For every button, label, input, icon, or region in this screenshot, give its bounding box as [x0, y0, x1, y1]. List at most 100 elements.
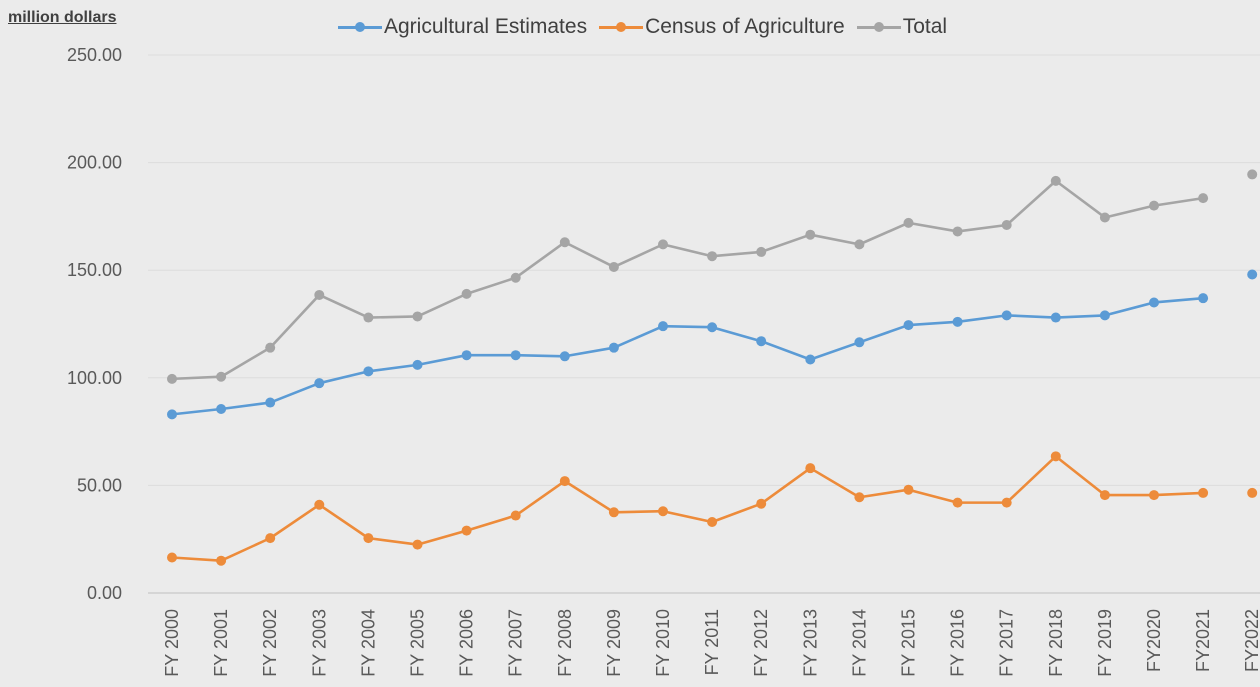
data-point — [1198, 293, 1209, 304]
legend-label-total: Total — [902, 15, 948, 38]
y-tick-label: 100.00 — [67, 368, 122, 388]
data-point — [1198, 487, 1209, 498]
data-point — [314, 378, 325, 389]
data-point — [412, 539, 423, 550]
data-point — [756, 336, 767, 347]
data-point — [1001, 497, 1012, 508]
data-point — [1050, 312, 1061, 323]
data-point — [952, 497, 963, 508]
data-point — [216, 371, 227, 382]
data-point — [756, 498, 767, 509]
legend-label-census-of-agriculture: Census of Agriculture — [645, 15, 845, 38]
data-point — [1149, 490, 1159, 501]
data-point — [658, 506, 668, 517]
data-point — [1247, 487, 1258, 498]
data-point — [412, 311, 423, 322]
x-tick-label: FY 2019 — [1095, 609, 1115, 677]
data-point — [461, 525, 472, 536]
data-point — [1050, 451, 1061, 462]
y-tick-label: 50.00 — [77, 475, 122, 495]
series-lines — [171, 179, 1204, 563]
series-line-1 — [171, 455, 1204, 563]
x-tick-label: FY 2010 — [653, 609, 673, 677]
x-tick-label: FY2022 — [1242, 609, 1260, 672]
data-point — [658, 321, 668, 332]
y-tick-label: 200.00 — [67, 153, 122, 173]
data-point — [461, 350, 472, 361]
data-point — [363, 533, 374, 544]
x-tick-label: FY 2000 — [162, 609, 182, 677]
data-point — [216, 404, 227, 415]
y-tick-label: 250.00 — [67, 45, 122, 65]
x-tick-label: FY 2017 — [997, 609, 1017, 677]
data-point — [854, 492, 865, 503]
data-point — [903, 320, 914, 331]
series-line-2 — [171, 179, 1204, 381]
data-point — [412, 359, 423, 370]
x-tick-label: FY 2006 — [457, 609, 477, 677]
data-point — [167, 373, 177, 384]
data-point — [1099, 490, 1110, 501]
legend: Agricultural Estimates Census of Agricul… — [338, 15, 947, 39]
x-tick-label: FY 2003 — [309, 609, 329, 677]
x-tick-label: FY 2008 — [555, 609, 575, 677]
x-tick-label: FY 2016 — [948, 609, 968, 677]
y-axis: 0.00 50.00 100.00 150.00 200.00 250.00 — [67, 45, 122, 603]
legend-label-agricultural-estimates: Agricultural Estimates — [384, 15, 588, 38]
data-point — [1247, 169, 1258, 180]
data-point — [805, 463, 816, 474]
data-point — [314, 499, 325, 510]
data-point — [1001, 220, 1012, 231]
data-point — [559, 351, 570, 362]
x-tick-label: FY2021 — [1193, 609, 1213, 672]
series-points — [167, 169, 1258, 566]
data-point — [1099, 212, 1110, 223]
data-point — [1001, 310, 1012, 321]
data-point — [805, 354, 816, 365]
data-point — [265, 533, 276, 544]
data-point — [559, 476, 570, 487]
data-point — [756, 246, 767, 257]
x-tick-label: FY 2007 — [506, 609, 526, 677]
y-tick-label: 0.00 — [87, 583, 122, 603]
data-point — [461, 288, 472, 299]
data-point — [1099, 310, 1110, 321]
data-point — [903, 484, 914, 495]
data-point — [903, 217, 914, 228]
x-tick-label: FY 2013 — [800, 609, 820, 677]
data-point — [952, 226, 963, 237]
legend-marker-census-of-agriculture — [599, 20, 644, 34]
data-point — [314, 289, 325, 300]
data-point — [952, 316, 963, 327]
data-point — [854, 337, 865, 348]
data-point — [658, 239, 668, 250]
gridlines — [148, 54, 1260, 594]
x-tick-label: FY 2015 — [899, 609, 919, 677]
data-point — [363, 312, 374, 323]
data-point — [608, 261, 619, 272]
data-point — [216, 555, 227, 566]
x-tick-label: FY 2004 — [358, 609, 378, 677]
data-point — [608, 507, 619, 518]
data-point — [510, 350, 521, 361]
legend-item-total: Total — [856, 15, 948, 39]
y-axis-unit-label: million dollars — [8, 9, 117, 26]
x-tick-label: FY 2001 — [211, 609, 231, 677]
data-point — [854, 239, 865, 250]
legend-marker-agricultural-estimates — [338, 20, 382, 34]
data-point — [167, 552, 177, 563]
data-point — [1247, 269, 1258, 280]
data-point — [510, 272, 521, 283]
data-point — [1149, 200, 1159, 211]
data-point — [1198, 193, 1209, 204]
x-tick-label: FY 2009 — [604, 609, 624, 677]
legend-item-agricultural-estimates: Agricultural Estimates — [338, 15, 587, 39]
data-point — [805, 229, 816, 240]
data-point — [1149, 297, 1159, 308]
data-point — [707, 251, 718, 262]
data-point — [559, 237, 570, 248]
x-axis: FY 2000 FY 2001 FY 2002 FY 2003 FY 2004 FY 20… — [148, 592, 1260, 677]
data-point — [1050, 175, 1061, 186]
x-tick-label: FY2020 — [1144, 609, 1164, 672]
